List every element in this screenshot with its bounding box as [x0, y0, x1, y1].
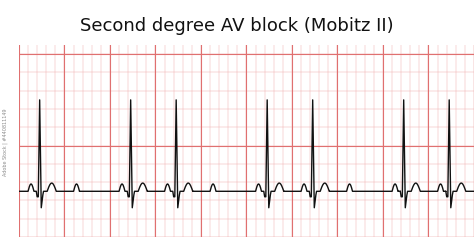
- Text: Adobe Stock | #440811149: Adobe Stock | #440811149: [3, 109, 9, 176]
- Text: Second degree AV block (Mobitz II): Second degree AV block (Mobitz II): [80, 17, 394, 35]
